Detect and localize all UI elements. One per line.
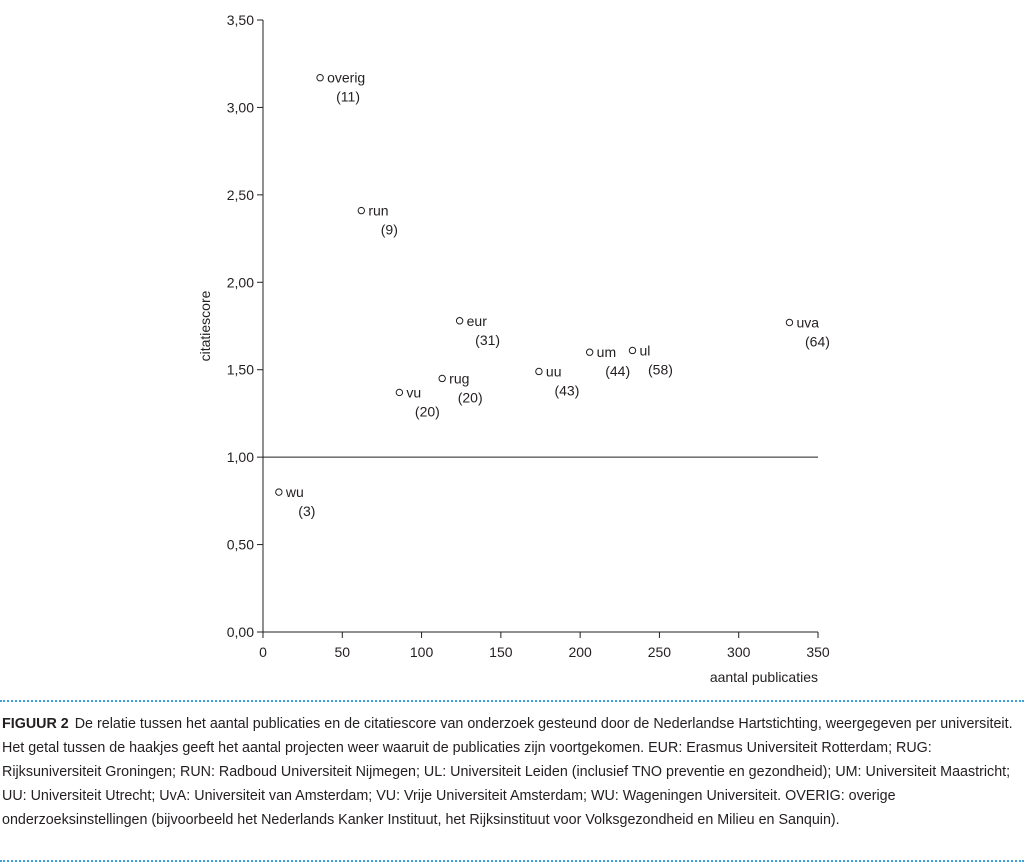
data-point-uu [535,367,543,376]
point-label-uva: uva [796,315,819,331]
point-label-eur: eur [467,313,488,329]
point-count-uva: (64) [805,334,830,350]
x-axis-label: aantal publicaties [710,669,818,685]
chart-axes: 0,00 0,50 1,00 1,50 2,00 2,50 3,00 3,50 0 50 100 15… [227,12,830,660]
point-label-overig: overig [327,70,365,86]
point-count-uu: (43) [554,382,579,398]
data-point-overig [316,74,324,82]
y-tick-label: 2,00 [227,274,254,290]
y-tick-label: 3,00 [227,99,254,115]
point-count-ul: (58) [648,361,673,377]
y-tick-label: 0,50 [227,537,254,553]
x-tick-label: 200 [568,644,592,660]
caption-text: De relatie tussen het aantal publicaties… [2,716,1013,828]
y-tick-label: 1,50 [227,362,254,378]
bottom-dotted-separator [0,860,1024,862]
point-label-wu: wu [285,484,304,500]
point-count-eur: (31) [475,332,500,348]
y-tick-label: 0,00 [227,624,254,640]
data-point-rug [438,374,446,383]
point-label-vu: vu [406,384,421,400]
x-tick-label: 300 [727,644,751,660]
data-point-wu [275,488,283,496]
x-tick-label: 150 [489,644,513,660]
x-tick-label: 50 [334,644,350,660]
data-point-ul [628,346,637,355]
caption-label: FIGUUR 2 [2,716,69,732]
chart-marks: overig (11) run (9) eur (31) vu (20) rug (20) uu (4… [275,70,830,519]
point-count-wu: (3) [298,503,315,519]
y-axis-label: citatiescore [197,290,213,361]
point-count-overig: (11) [336,89,360,105]
point-count-rug: (20) [458,389,483,405]
x-tick-label: 250 [648,644,672,660]
y-tick-label: 3,50 [227,12,254,28]
point-count-um: (44) [605,363,630,379]
top-dotted-separator [0,700,1024,702]
data-point-uva [785,318,794,327]
point-count-run: (9) [381,222,398,238]
scatter-chart: 0,00 0,50 1,00 1,50 2,00 2,50 3,00 3,50 0 50 100 15… [197,12,830,685]
x-tick-label: 350 [806,644,830,660]
point-label-um: um [597,344,616,360]
point-count-vu: (20) [415,403,440,419]
data-point-vu [395,388,404,397]
point-label-ul: ul [639,342,650,358]
data-point-run [357,206,366,215]
point-label-uu: uu [546,363,562,379]
x-tick-label: 100 [410,644,434,660]
y-tick-label: 2,50 [227,187,254,203]
point-label-run: run [368,203,388,219]
data-point-eur [455,317,464,325]
x-tick-label: 0 [259,644,267,660]
figure-caption: FIGUUR 2 De relatie tussen het aantal pub… [2,712,1022,832]
data-point-um [585,348,594,356]
y-tick-label: 1,00 [227,449,254,465]
point-label-rug: rug [449,370,469,386]
